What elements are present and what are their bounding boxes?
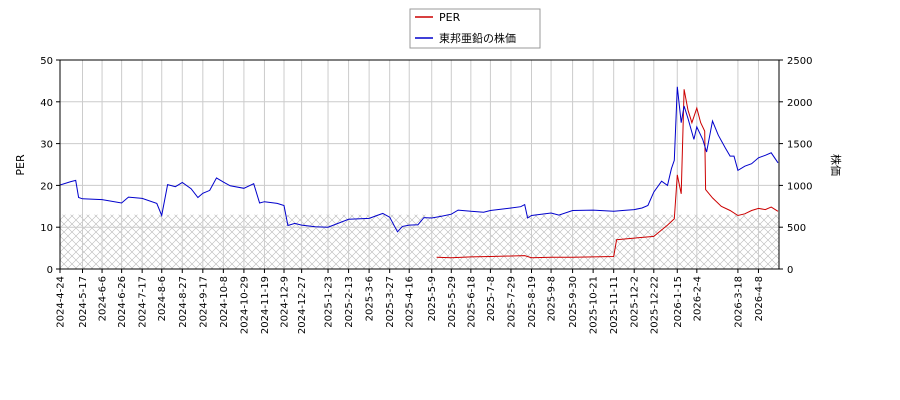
x-tick-label: 2024-12-9 (280, 276, 291, 328)
x-tick-label: 2025-4-16 (405, 276, 416, 328)
x-tick-label: 2026-4-8 (754, 276, 765, 321)
x-tick-label: 2024-8-27 (178, 276, 189, 328)
x-tick-label: 2025-6-18 (466, 276, 477, 328)
legend: PER 東邦亜鉛の株価 (409, 8, 541, 49)
x-tick-label: 2026-3-18 (733, 276, 744, 328)
x-tick-label: 2025-9-8 (547, 276, 558, 321)
x-tick-label: 2024-10-29 (239, 276, 250, 334)
right-tick-label: 1000 (787, 181, 812, 192)
x-tick-label: 2025-3-27 (385, 276, 396, 328)
legend-label-per: PER (439, 11, 461, 24)
x-tick-label: 2025-5-29 (447, 276, 458, 328)
left-axis-label: PER (14, 154, 27, 176)
x-tick-label: 2025-12-2 (630, 276, 641, 328)
x-tick-label: 2026-2-4 (692, 276, 703, 321)
x-tick-label: 2025-11-11 (609, 276, 620, 334)
left-tick-label: 50 (40, 56, 53, 67)
left-tick-label: 10 (40, 223, 53, 234)
left-tick-label: 0 (47, 265, 53, 276)
left-tick-label: 30 (40, 140, 53, 151)
x-tick-label: 2025-8-19 (527, 276, 538, 328)
left-tick-label: 20 (40, 181, 53, 192)
x-tick-label: 2025-9-30 (568, 276, 579, 328)
right-tick-label: 1500 (787, 140, 812, 151)
x-tick-label: 2024-6-6 (98, 276, 109, 321)
x-tick-label: 2025-7-29 (507, 276, 518, 328)
right-tick-label: 2500 (787, 56, 812, 67)
right-tick-label: 0 (787, 265, 793, 276)
x-tick-label: 2025-7-8 (486, 276, 497, 321)
plot-frame (59, 59, 780, 270)
right-tick-label: 2000 (787, 98, 812, 109)
x-tick-label: 2025-2-13 (344, 276, 355, 328)
x-tick-label: 2024-12-27 (297, 276, 308, 334)
legend-label-price: 東邦亜鉛の株価 (439, 31, 516, 45)
x-tick-label: 2026-1-15 (673, 276, 684, 328)
x-tick-label: 2024-7-17 (138, 276, 149, 328)
x-tick-label: 2024-6-26 (117, 276, 128, 328)
x-tick-label: 2024-11-19 (260, 276, 271, 334)
x-tick-label: 2025-5-9 (427, 276, 438, 321)
right-tick-label: 500 (787, 223, 806, 234)
series-line-price (60, 86, 779, 233)
hatched-band (60, 214, 779, 269)
right-axis-label: 株価 (829, 154, 843, 176)
legend-box (409, 8, 541, 49)
x-tick-label: 2025-10-21 (589, 276, 600, 334)
series-lines (60, 86, 779, 259)
x-tick-label: 2025-1-23 (324, 276, 335, 328)
x-tick-label: 2024-10-8 (219, 276, 230, 328)
series-line-per (436, 89, 779, 259)
x-tick-label: 2025-3-6 (365, 276, 376, 321)
x-tick-label: 2024-4-24 (56, 276, 67, 328)
x-tick-label: 2024-9-17 (198, 276, 209, 328)
left-tick-label: 40 (40, 98, 53, 109)
x-tick-label: 2024-8-6 (157, 276, 168, 321)
hatch-band-rect (60, 214, 779, 269)
axis-ticks: 01020304050050010001500200025002024-4-24… (40, 56, 812, 334)
x-tick-label: 2024-5-17 (78, 276, 89, 328)
x-tick-label: 2025-12-22 (649, 276, 660, 334)
grid (59, 59, 779, 270)
